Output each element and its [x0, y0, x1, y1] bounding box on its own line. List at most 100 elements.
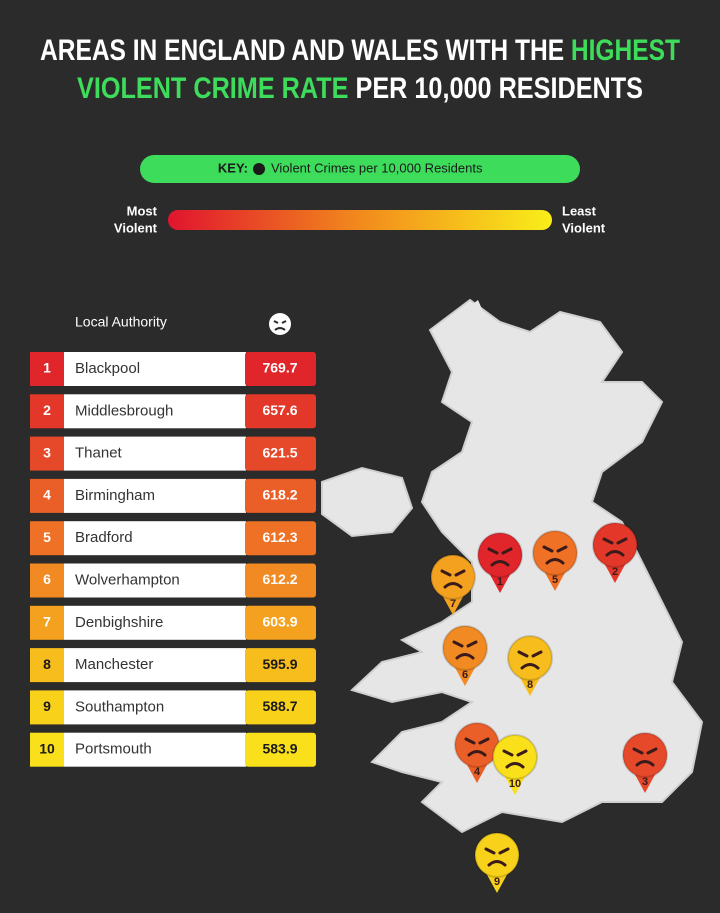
local-authority: Manchester [75, 656, 153, 673]
pin: 7 [430, 554, 476, 615]
rank-box [30, 478, 64, 513]
rank: 9 [43, 698, 51, 714]
local-authority: Portsmouth [75, 741, 152, 758]
pin-tip [543, 569, 567, 591]
face-features [487, 547, 513, 567]
value: 588.7 [262, 698, 297, 714]
pin: 8 [507, 635, 553, 696]
map-island [450, 300, 486, 338]
pin: 10 [492, 734, 538, 795]
name-box [64, 352, 246, 386]
pin-label: 4 [474, 766, 481, 778]
face-features [602, 537, 628, 557]
pin-tip [518, 674, 542, 696]
rank-box [30, 648, 64, 683]
pin-face [430, 554, 476, 600]
pin-label: 9 [494, 876, 500, 888]
scale-bar [168, 210, 552, 230]
value: 657.6 [262, 402, 297, 418]
title-highlight: HIGHEST [571, 34, 680, 67]
value-box [245, 648, 316, 683]
pin-label: 10 [509, 778, 521, 790]
rank: 10 [39, 740, 55, 756]
value-box [245, 563, 316, 598]
pin-face [474, 832, 520, 878]
rank: 4 [43, 487, 51, 503]
rank-box [30, 394, 64, 429]
rank: 5 [43, 529, 51, 545]
face-features [542, 545, 568, 565]
map-pins: 1 2 3 4 5 6 7 8 9 10 [430, 522, 668, 893]
value: 583.9 [262, 740, 297, 756]
key-bar [140, 155, 580, 183]
name-box [64, 478, 246, 513]
rank: 6 [43, 571, 51, 587]
name-box [64, 732, 246, 767]
value: 603.9 [262, 614, 297, 630]
face-features [517, 650, 543, 670]
local-authority: Thanet [75, 445, 123, 462]
pin: 2 [592, 522, 638, 583]
name-box [64, 605, 246, 640]
pin-tip [453, 664, 477, 686]
value-box [245, 436, 316, 471]
pin-label: 6 [462, 669, 468, 681]
face [269, 313, 291, 335]
value-box [245, 478, 316, 513]
name-box [64, 521, 246, 556]
pin-label: 7 [450, 598, 456, 610]
face-features [452, 640, 478, 660]
rank-box [30, 690, 64, 725]
rank: 3 [43, 444, 51, 460]
name-box [64, 394, 246, 429]
title-highlight: VIOLENT CRIME RATE [77, 72, 348, 105]
face-features [484, 847, 510, 867]
local-authority: Wolverhampton [75, 571, 180, 588]
title-line-1: AREAS IN ENGLAND AND WALES WITH THE HIGH… [40, 34, 680, 67]
value: 769.7 [262, 360, 297, 376]
face-features [632, 747, 658, 767]
value-box [245, 352, 316, 386]
rank: 7 [43, 614, 51, 630]
rank-box [30, 436, 64, 471]
pin-label: 1 [497, 576, 503, 588]
key-text: Violent Crimes per 10,000 Residents [271, 160, 483, 175]
name-box [64, 563, 246, 598]
scale-high: Violent [562, 220, 606, 235]
rank: 2 [43, 402, 51, 418]
value-box [245, 732, 316, 767]
title-text: AREAS IN ENGLAND AND WALES WITH THE [40, 34, 564, 67]
local-authority: Southampton [75, 698, 164, 715]
rank-box [30, 563, 64, 598]
table-header: Local Authority [75, 314, 167, 330]
value: 595.9 [262, 656, 297, 672]
pin: 9 [474, 832, 520, 893]
value-box [245, 690, 316, 725]
value: 612.3 [262, 529, 297, 545]
rank-box [30, 521, 64, 556]
header-icon [269, 313, 291, 335]
value: 621.5 [262, 444, 297, 460]
scale-low: Most [127, 203, 158, 218]
value-box [245, 394, 316, 429]
map-britain [350, 298, 704, 834]
pin-label: 3 [642, 776, 648, 788]
pin-face [622, 732, 668, 778]
pin-face [492, 734, 538, 780]
pin-tip [633, 771, 657, 793]
pin-tip [465, 761, 489, 783]
title-text: PER 10,000 RESIDENTS [356, 72, 643, 105]
name-box [64, 436, 246, 471]
face-features [464, 737, 490, 757]
pin-face [477, 532, 523, 578]
local-authority: Birmingham [75, 487, 155, 504]
rank-box [30, 732, 64, 767]
pin: 3 [622, 732, 668, 793]
pin-face [442, 625, 488, 671]
local-authority: Bradford [75, 529, 133, 546]
pin-tip [488, 571, 512, 593]
key-icon [253, 163, 265, 175]
pin: 1 [477, 532, 523, 593]
pin: 5 [532, 530, 578, 591]
local-authority: Blackpool [75, 360, 140, 377]
